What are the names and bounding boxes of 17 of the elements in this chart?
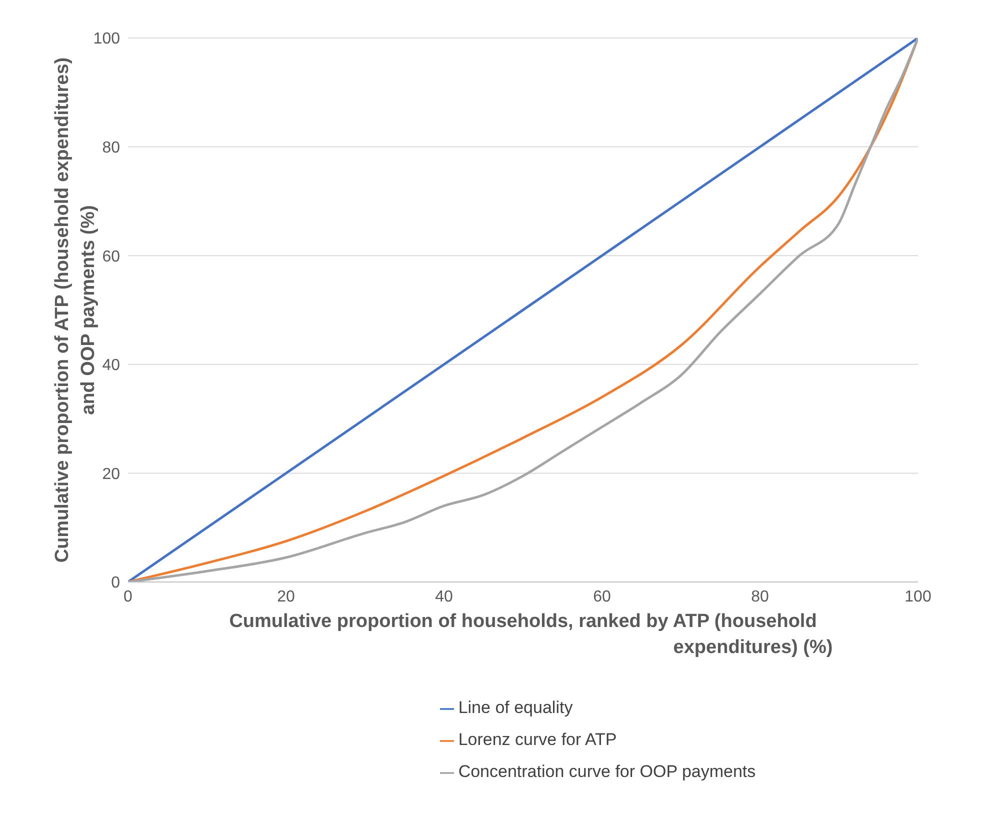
- legend-label: Line of equality: [458, 698, 573, 717]
- y-tick-label: 60: [102, 248, 120, 266]
- y-tick-label: 80: [102, 139, 120, 156]
- legend-label: Lorenz curve for ATP: [458, 730, 617, 749]
- x-axis-title: Cumulative proportion of households, ranked by ATP (household expenditures) (%): [229, 611, 833, 658]
- y-tick-label: 20: [102, 466, 120, 483]
- x-tick-label: 60: [593, 588, 611, 606]
- y-tick-label: 100: [93, 30, 120, 48]
- x-tick-label: 100: [904, 588, 932, 606]
- x-tick-label: 20: [277, 588, 295, 606]
- y-tick-label: 0: [111, 574, 120, 592]
- legend-label: Concentration curve for OOP payments: [458, 762, 756, 781]
- x-tick-label: 0: [124, 588, 133, 606]
- y-tick-label: 40: [102, 357, 120, 374]
- x-tick-label: 80: [751, 588, 769, 606]
- y-axis-title: Cumulative proportion of ATP (household expenditures) and OOP payments (%): [52, 57, 99, 563]
- x-tick-label: 40: [435, 588, 453, 606]
